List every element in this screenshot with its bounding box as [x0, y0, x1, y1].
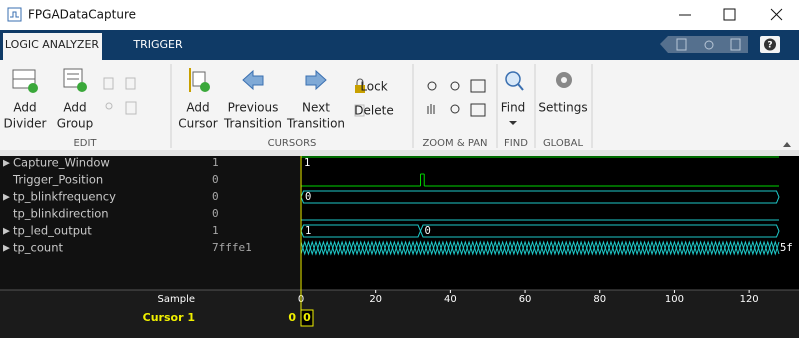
bus-segment: [300, 190, 780, 204]
section-label: EDIT: [73, 138, 97, 149]
tick-label: 60: [519, 294, 532, 305]
app-icon: [7, 7, 22, 22]
button-label[interactable]: Next: [302, 101, 330, 115]
signal-name: Trigger_Position: [12, 173, 103, 187]
section-label: ZOOM & PAN: [422, 138, 487, 149]
section-separators: [170, 64, 593, 148]
tick-label: 120: [740, 294, 759, 305]
toolstrip: [0, 60, 799, 150]
button-label[interactable]: Lock: [360, 80, 387, 94]
title-bar: [0, 0, 799, 30]
cursor-label: Cursor 1: [143, 311, 195, 324]
cursor-marker-label: 0: [303, 311, 311, 324]
quick-access-bar: ?: [660, 36, 780, 53]
wave-label: 0: [305, 191, 311, 203]
svg-text:?: ?: [767, 41, 772, 51]
signal-name: tp_blinkdirection: [13, 207, 109, 221]
signal-value: 0: [212, 173, 219, 186]
axis-panel: [0, 290, 799, 338]
wave-label: 5f: [780, 242, 793, 254]
expand-arrow: ▶: [3, 244, 10, 254]
button-label[interactable]: Add: [63, 101, 86, 115]
wave-label: 1: [305, 225, 311, 237]
button-label[interactable]: Transition: [223, 117, 282, 131]
section-label: FIND: [504, 138, 528, 149]
signal-name: tp_count: [13, 241, 63, 255]
close-button[interactable]: [770, 8, 783, 21]
button-label[interactable]: Group: [57, 117, 94, 131]
window-title: FPGADataCapture: [28, 8, 136, 22]
bus-transitions: [300, 240, 780, 256]
bus-segment: [419, 224, 780, 238]
expand-arrow: ▶: [3, 227, 10, 237]
toolbar-icons: [12, 68, 572, 125]
collapse-button[interactable]: [783, 142, 791, 147]
cursor-value: 0: [288, 311, 296, 324]
signal-name: Capture_Window: [13, 156, 110, 170]
section-label: GLOBAL: [543, 138, 584, 149]
paste-icon[interactable]: [730, 38, 741, 51]
axis-label: Sample: [158, 294, 196, 305]
button-label[interactable]: Delete: [354, 104, 393, 118]
button-label[interactable]: Settings: [538, 101, 587, 115]
button-label[interactable]: Transition: [286, 117, 345, 131]
collapse-strip: [0, 150, 799, 156]
tick-label: 100: [665, 294, 684, 305]
bus-transitions: [300, 240, 780, 256]
tab-label[interactable]: TRIGGER: [132, 38, 183, 51]
wave-label: 1: [304, 157, 310, 169]
button-label[interactable]: Find: [501, 101, 526, 115]
maximize-button[interactable]: [723, 8, 736, 21]
cut-icon[interactable]: [704, 40, 714, 50]
signal-value: 1: [212, 224, 219, 237]
tick-label: 80: [593, 294, 606, 305]
copy-icon[interactable]: [676, 38, 687, 51]
expand-arrow: ▶: [3, 193, 10, 203]
tab-label[interactable]: LOGIC ANALYZER: [5, 38, 99, 51]
wave-label: 0: [425, 225, 431, 237]
signal-value: 7fffe1: [212, 241, 252, 254]
tick-label: 20: [369, 294, 382, 305]
expand-arrow: ▶: [3, 159, 10, 169]
signal-value: 0: [212, 190, 219, 203]
section-label: CURSORS: [268, 138, 317, 149]
button-label[interactable]: Previous: [228, 101, 279, 115]
button-label[interactable]: Add: [186, 101, 209, 115]
button-label[interactable]: Divider: [4, 117, 47, 131]
signal-name: tp_blinkfrequency: [13, 190, 116, 204]
tick-label: 40: [444, 294, 457, 305]
signal-value: 1: [212, 156, 219, 169]
cursor-marker: [300, 309, 314, 327]
signal-value: 0: [212, 207, 219, 220]
tab-selected[interactable]: [3, 33, 102, 60]
signal-list: [0, 156, 300, 290]
button-label[interactable]: Cursor: [178, 117, 218, 131]
signal-name: tp_led_output: [13, 224, 92, 238]
button-label[interactable]: Add: [13, 101, 36, 115]
